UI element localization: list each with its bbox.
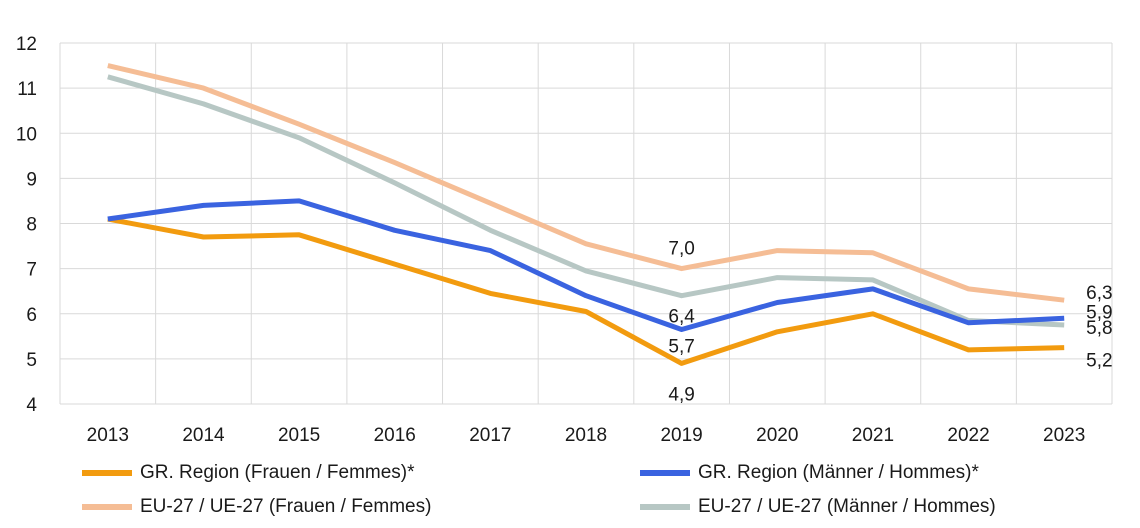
x-tick-label: 2023 bbox=[1043, 425, 1085, 446]
data-label: 5,7 bbox=[668, 337, 694, 358]
x-tick-label: 2020 bbox=[756, 425, 798, 446]
y-tick-label: 5 bbox=[26, 350, 37, 371]
series-lines bbox=[107, 63, 1065, 366]
y-tick-label: 4 bbox=[26, 395, 37, 416]
y-tick-label: 11 bbox=[17, 79, 37, 100]
x-tick-label: 2013 bbox=[87, 425, 129, 446]
x-tick-label: 2019 bbox=[660, 425, 702, 446]
data-label: 5,8 bbox=[1086, 318, 1112, 339]
data-label: 6,4 bbox=[668, 307, 695, 328]
series-line-3 bbox=[107, 74, 1065, 328]
series-line-1 bbox=[107, 198, 1065, 332]
legend-label: EU-27 / UE-27 (Frauen / Femmes) bbox=[140, 496, 432, 517]
series-line-2 bbox=[107, 63, 1065, 303]
legend-item: EU-27 / UE-27 (Männer / Hommes) bbox=[640, 490, 996, 524]
y-tick-label: 10 bbox=[16, 124, 37, 145]
y-tick-label: 8 bbox=[26, 215, 37, 236]
y-tick-label: 12 bbox=[16, 34, 37, 55]
x-tick-label: 2022 bbox=[947, 425, 989, 446]
data-label: 7,0 bbox=[668, 239, 694, 260]
legend-item: EU-27 / UE-27 (Frauen / Femmes) bbox=[82, 490, 431, 524]
y-axis-ticks: 4 5 6 7 8 9 10 11 12 bbox=[16, 34, 38, 416]
y-tick-label: 6 bbox=[26, 305, 37, 326]
legend-swatch bbox=[82, 504, 132, 510]
legend-item: GR. Region (Männer / Hommes)* bbox=[640, 456, 979, 490]
data-label: 5,2 bbox=[1086, 351, 1112, 372]
legend-label: GR. Region (Frauen / Femmes)* bbox=[140, 462, 415, 483]
x-tick-label: 2016 bbox=[374, 425, 416, 446]
x-axis-ticks: 2013 2014 2015 2016 2017 2018 2019 2020 2021 2022… bbox=[87, 425, 1086, 446]
x-tick-label: 2015 bbox=[278, 425, 320, 446]
data-labels: 7,0 6,4 5,7 4,9 6,35,95,8 5,2 bbox=[668, 239, 1112, 406]
legend-swatch bbox=[640, 470, 690, 476]
x-tick-label: 2021 bbox=[852, 425, 894, 446]
x-tick-label: 2017 bbox=[469, 425, 511, 446]
data-label: 5,9 bbox=[1086, 302, 1112, 323]
gridlines bbox=[59, 42, 1113, 405]
y-tick-label: 9 bbox=[26, 169, 37, 190]
legend-label: GR. Region (Männer / Hommes)* bbox=[698, 462, 979, 483]
data-label: 6,3 bbox=[1086, 283, 1112, 304]
legend-item: GR. Region (Frauen / Femmes)* bbox=[82, 456, 415, 490]
data-label: 4,9 bbox=[668, 384, 694, 405]
legend: GR. Region (Frauen / Femmes)* GR. Region … bbox=[0, 452, 1140, 528]
y-tick-label: 7 bbox=[26, 260, 37, 281]
legend-label: EU-27 / UE-27 (Männer / Hommes) bbox=[698, 496, 996, 517]
x-tick-label: 2018 bbox=[565, 425, 607, 446]
series-line-0 bbox=[107, 216, 1065, 366]
x-tick-label: 2014 bbox=[182, 425, 225, 446]
legend-swatch bbox=[640, 504, 690, 510]
legend-swatch bbox=[82, 470, 132, 476]
